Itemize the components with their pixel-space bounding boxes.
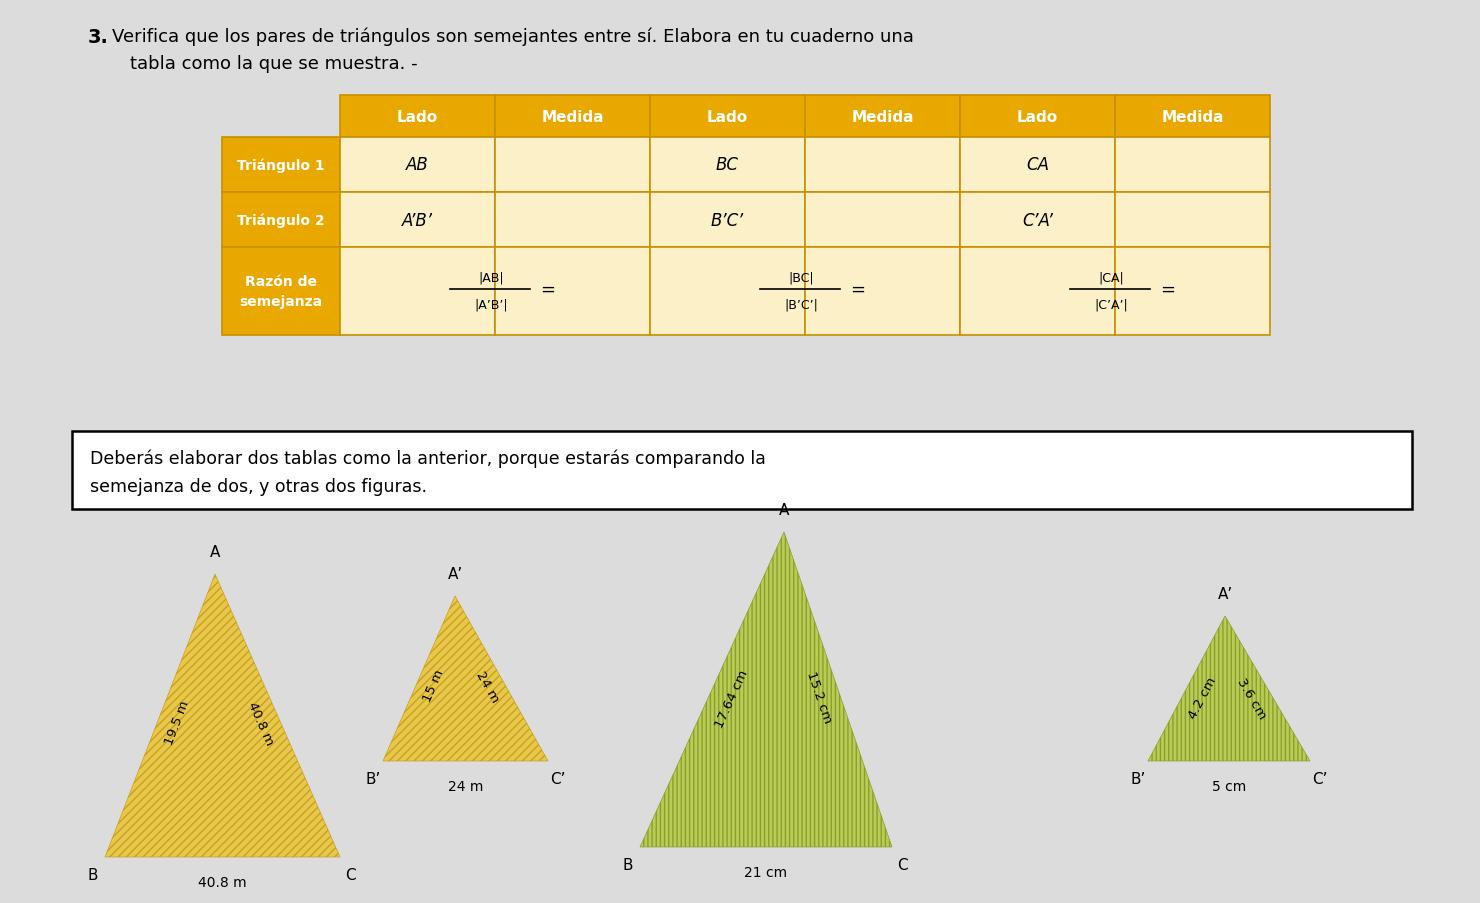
Text: =: = xyxy=(540,281,555,299)
Text: Lado: Lado xyxy=(707,109,747,125)
Text: |A’B’|: |A’B’| xyxy=(474,298,508,312)
Text: =: = xyxy=(851,281,866,299)
Text: Verifica que los pares de triángulos son semejantes entre sí. Elabora en tu cuad: Verifica que los pares de triángulos son… xyxy=(112,28,913,46)
Text: A: A xyxy=(210,545,221,559)
Bar xyxy=(340,192,494,247)
Bar xyxy=(650,247,805,336)
Text: tabla como la que se muestra. -: tabla como la que se muestra. - xyxy=(130,55,417,73)
Text: 15.2 cm: 15.2 cm xyxy=(804,668,835,724)
Bar xyxy=(1114,138,1270,192)
Text: 17.64 cm: 17.64 cm xyxy=(713,668,750,730)
Text: C: C xyxy=(345,867,355,882)
Text: |AB|: |AB| xyxy=(478,271,503,284)
Text: 3.: 3. xyxy=(87,28,110,47)
Bar xyxy=(494,96,650,138)
Text: Medida: Medida xyxy=(1162,109,1224,125)
Bar xyxy=(494,247,650,336)
Text: Lado: Lado xyxy=(1017,109,1058,125)
Bar xyxy=(222,192,340,247)
Text: B: B xyxy=(623,857,633,872)
Text: 24 m: 24 m xyxy=(448,779,482,793)
Text: A’B’: A’B’ xyxy=(403,211,434,229)
Text: B’: B’ xyxy=(366,771,380,787)
Text: 19.5 m: 19.5 m xyxy=(163,698,191,746)
Text: Razón de
semejanza: Razón de semejanza xyxy=(240,275,323,309)
Text: |C’A’|: |C’A’| xyxy=(1094,298,1128,312)
Text: C: C xyxy=(897,857,907,872)
Text: AB: AB xyxy=(406,156,429,174)
Text: B’: B’ xyxy=(1131,771,1146,787)
Text: 5 cm: 5 cm xyxy=(1212,779,1246,793)
Text: Medida: Medida xyxy=(851,109,913,125)
Text: 3.6 cm: 3.6 cm xyxy=(1234,675,1268,721)
Text: Lado: Lado xyxy=(397,109,438,125)
Bar xyxy=(961,138,1114,192)
Bar xyxy=(494,192,650,247)
Bar xyxy=(650,192,805,247)
Bar xyxy=(1114,192,1270,247)
Bar xyxy=(1114,96,1270,138)
Text: |CA|: |CA| xyxy=(1098,271,1123,284)
Text: 4.2 cm: 4.2 cm xyxy=(1185,674,1220,721)
Text: |B’C’|: |B’C’| xyxy=(784,298,818,312)
Polygon shape xyxy=(105,574,340,857)
Bar xyxy=(650,138,805,192)
Polygon shape xyxy=(383,596,548,761)
Text: C’: C’ xyxy=(1313,771,1328,787)
Text: Medida: Medida xyxy=(542,109,604,125)
Bar xyxy=(961,247,1114,336)
Text: |BC|: |BC| xyxy=(789,271,814,284)
Bar xyxy=(340,138,494,192)
Text: Triángulo 1: Triángulo 1 xyxy=(237,158,324,172)
Bar xyxy=(73,432,1412,509)
Text: A: A xyxy=(778,502,789,517)
Bar xyxy=(1114,247,1270,336)
Polygon shape xyxy=(639,533,892,847)
Text: 40.8 m: 40.8 m xyxy=(198,875,247,889)
Text: 15 m: 15 m xyxy=(420,667,447,703)
Text: A’: A’ xyxy=(1218,586,1233,601)
Bar xyxy=(650,96,805,138)
Bar xyxy=(961,192,1114,247)
Text: 40.8 m: 40.8 m xyxy=(246,699,277,747)
Text: semejanza de dos, y otras dos figuras.: semejanza de dos, y otras dos figuras. xyxy=(90,478,428,496)
Text: C’: C’ xyxy=(551,771,565,787)
Bar xyxy=(805,192,961,247)
Bar xyxy=(222,138,340,192)
Bar xyxy=(222,247,340,336)
Bar xyxy=(961,96,1114,138)
Bar xyxy=(805,138,961,192)
Bar xyxy=(340,96,494,138)
Bar xyxy=(805,96,961,138)
Polygon shape xyxy=(1148,617,1310,761)
Text: CA: CA xyxy=(1026,156,1049,174)
Bar xyxy=(494,138,650,192)
Text: B’C’: B’C’ xyxy=(710,211,744,229)
Text: Deberás elaborar dos tablas como la anterior, porque estarás comparando la: Deberás elaborar dos tablas como la ante… xyxy=(90,450,765,468)
Text: 24 m: 24 m xyxy=(474,668,502,704)
Text: Triángulo 2: Triángulo 2 xyxy=(237,213,324,228)
Bar xyxy=(805,247,961,336)
Text: C’A’: C’A’ xyxy=(1023,211,1052,229)
Bar xyxy=(340,247,494,336)
Text: B: B xyxy=(87,867,98,882)
Text: BC: BC xyxy=(716,156,739,174)
Text: =: = xyxy=(1160,281,1175,299)
Text: A’: A’ xyxy=(447,566,463,582)
Text: 21 cm: 21 cm xyxy=(744,865,787,879)
